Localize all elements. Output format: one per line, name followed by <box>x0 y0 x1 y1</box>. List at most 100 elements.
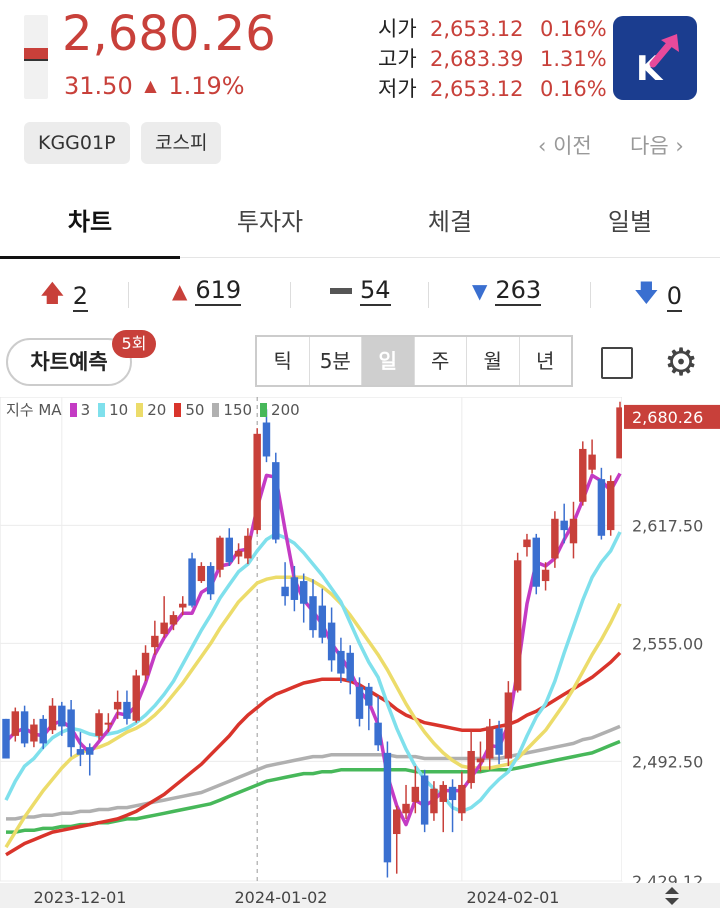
fall-stat[interactable]: ▼ 263 <box>472 276 542 306</box>
bold-up-arrow-icon: 🡅 <box>40 279 65 307</box>
candle-body <box>216 537 224 570</box>
candle-body <box>579 448 587 502</box>
candle-body <box>327 622 336 661</box>
candle-body <box>476 758 485 763</box>
high-row: 고가 2,683.39 1.31% <box>378 44 607 74</box>
code-chip[interactable]: KGG01P <box>24 122 130 164</box>
period-week[interactable]: 주 <box>415 337 467 385</box>
candle-body <box>113 701 122 710</box>
change-value: 31.50 <box>64 72 133 100</box>
candle-body <box>48 705 57 731</box>
upper-limit-stat[interactable]: 🡅 2 <box>40 276 88 317</box>
fullscreen-toggle-icon[interactable] <box>601 347 633 379</box>
candle-body <box>188 558 196 606</box>
flat-stat[interactable]: 54 <box>330 276 391 306</box>
candle-body <box>569 518 578 544</box>
next-label: 다음 <box>630 134 669 158</box>
last-price-marker <box>624 404 720 429</box>
low-label: 저가 <box>378 77 417 101</box>
rise-stat[interactable]: ▲ 619 <box>172 276 242 306</box>
chart-canvas: 2,617.502,555.002,492.502,429.122,680.26… <box>0 396 720 908</box>
market-chip[interactable]: 코스피 <box>141 122 222 164</box>
tab-chart[interactable]: 차트 <box>67 208 113 236</box>
period-5min[interactable]: 5분 <box>310 337 362 385</box>
tab-daily[interactable]: 일별 <box>607 208 653 236</box>
candle-body <box>169 615 178 625</box>
high-percent: 1.31% <box>540 47 607 71</box>
candle-body <box>132 675 140 721</box>
legend-ma50: 50 <box>185 400 205 419</box>
active-tab-indicator <box>0 256 180 259</box>
tab-bar: 차트 투자자 체결 일별 <box>0 190 720 259</box>
next-button[interactable]: 다음 › <box>630 130 684 160</box>
candle-body <box>290 577 299 600</box>
candle-body <box>486 726 494 759</box>
legend-ma200: 200 <box>271 400 300 419</box>
price-range-gauge <box>24 15 48 99</box>
low-row: 저가 2,653.12 0.16% <box>378 74 607 104</box>
candle-body <box>467 750 475 784</box>
candle-body <box>337 650 345 674</box>
ma200-line <box>6 739 621 834</box>
y-tick-label: 2,555.00 <box>632 634 703 653</box>
upper-limit-count: 2 <box>72 281 88 312</box>
gear-icon[interactable]: ⚙ <box>663 340 699 384</box>
triangle-up-icon: ▲ <box>172 279 188 303</box>
period-day[interactable]: 일 <box>362 337 415 385</box>
chart-predict-button[interactable]: 차트예측 <box>6 338 132 386</box>
open-percent: 0.16% <box>540 17 607 41</box>
legend-ma150: 150 <box>223 400 253 419</box>
fall-count: 263 <box>495 276 542 306</box>
candle-body <box>160 622 168 634</box>
tab-investors[interactable]: 투자자 <box>236 208 304 236</box>
candle-body <box>541 569 550 582</box>
candle-body <box>495 728 503 755</box>
candle-body <box>597 479 606 536</box>
rise-count: 619 <box>195 276 242 306</box>
ma-legend: 지수 MA 3 10 20 50 150 200 <box>6 399 300 420</box>
candlestick-chart[interactable]: 2,617.50 2,555.00 2,492.50 2,429.12 2,680.26… <box>0 396 720 908</box>
candle-body <box>606 481 615 531</box>
candle-body <box>420 775 429 825</box>
tab-trades[interactable]: 체결 <box>427 208 473 236</box>
period-selector: 틱 5분 일 주 월 년 <box>255 335 573 387</box>
legend-ma3: 3 <box>80 400 91 419</box>
candle-body <box>393 809 401 835</box>
candle-body <box>504 692 513 759</box>
chevron-left-icon: ‹ <box>538 134 554 158</box>
quote-header: 2,680.26 31.50 ▲ 1.19% 시가 2,653.12 0.16% 고… <box>0 0 720 176</box>
lower-limit-stat[interactable]: 🡇 0 <box>634 276 682 317</box>
x-tick-label: 2024-02-01 <box>467 888 560 907</box>
prev-button[interactable]: ‹ 이전 <box>538 130 592 160</box>
candle-body <box>513 560 522 691</box>
candle-body <box>383 752 392 863</box>
candle-body <box>448 786 457 801</box>
candle-body <box>523 539 531 548</box>
candle-body <box>67 709 75 748</box>
period-year[interactable]: 년 <box>536 349 555 373</box>
candle-body <box>123 701 131 719</box>
low-value: 2,653.12 <box>430 77 524 101</box>
candle-body <box>244 535 252 559</box>
candle-body <box>179 603 187 608</box>
app-logo: K <box>613 16 697 100</box>
candle-body <box>20 711 29 744</box>
predict-count-badge: 5회 <box>112 330 156 358</box>
period-month[interactable]: 월 <box>467 337 520 385</box>
candle-body <box>365 686 373 706</box>
candle-body <box>318 605 327 638</box>
period-tick[interactable]: 틱 <box>257 337 310 385</box>
y-axis-area <box>622 397 720 881</box>
x-tick-label: 2023-12-01 <box>34 888 127 907</box>
up-arrow-icon: ▲ <box>144 76 157 95</box>
ma10-line <box>4 531 622 814</box>
open-value: 2,653.12 <box>430 17 524 41</box>
candle-body <box>346 652 354 682</box>
scroll-down-icon <box>665 898 679 905</box>
candle-body <box>151 635 159 648</box>
high-label: 고가 <box>378 47 417 71</box>
candle-body <box>2 718 10 759</box>
chevron-right-icon: › <box>668 134 684 158</box>
x-tick-label: 2024-01-02 <box>235 888 328 907</box>
candle-body <box>225 537 233 563</box>
